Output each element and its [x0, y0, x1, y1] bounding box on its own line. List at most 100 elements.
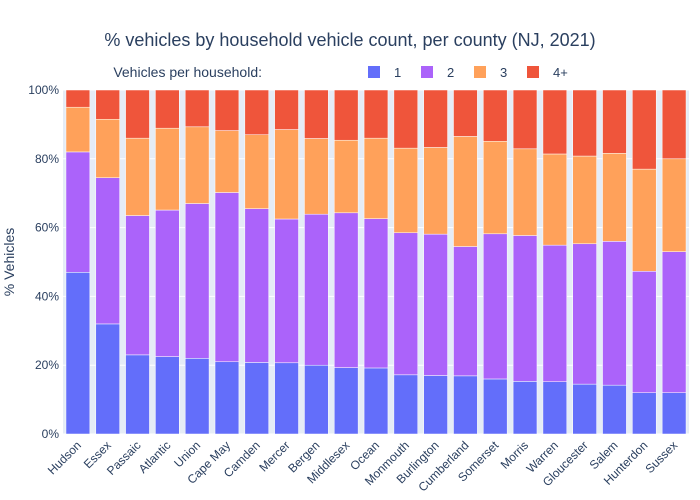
bar-segment [155, 356, 180, 435]
bar-segment [184, 89, 210, 128]
bar-segment [334, 139, 359, 214]
bar-segment [274, 89, 299, 130]
bar-segment [244, 89, 269, 135]
bar-segment [393, 232, 418, 376]
bar-segment [602, 384, 627, 435]
bar-segment [393, 147, 418, 234]
bar-segment [572, 383, 597, 435]
bar-segment [512, 381, 538, 435]
bar-segment [334, 367, 359, 435]
bar-segment [214, 192, 240, 363]
bar-segment [602, 153, 627, 242]
bar-segment [214, 361, 240, 435]
bar-segment [542, 381, 568, 435]
bar-segment [95, 323, 120, 435]
bar-segment [304, 213, 329, 366]
y-tick-label: 40% [35, 289, 59, 303]
bar-segment [244, 134, 269, 209]
chart-title: % vehicles by household vehicle count, p… [104, 30, 595, 50]
bar-segment [95, 89, 120, 120]
bar-segment [602, 241, 627, 386]
bar-segment [453, 246, 478, 377]
bar-segment [632, 168, 657, 272]
bar-segment [423, 147, 448, 235]
bar-segment [542, 244, 568, 382]
bar-segment [423, 233, 448, 376]
bar-segment [304, 89, 329, 139]
bar-segment [512, 235, 538, 382]
bar-segment [602, 89, 627, 154]
bar-segment [184, 126, 210, 204]
bar-segment [393, 374, 418, 435]
bar-segment [453, 89, 478, 137]
legend-swatch [527, 66, 539, 78]
bar-segment [572, 89, 597, 157]
bar-segment [453, 375, 478, 435]
bar-segment [512, 89, 538, 150]
legend-label: 4+ [553, 65, 568, 80]
bar-segment [483, 378, 508, 435]
bar-segment [661, 392, 687, 435]
legend-label: 1 [394, 65, 401, 80]
y-tick-label: 0% [42, 427, 60, 441]
x-tick-label: Passaic [104, 438, 144, 478]
y-axis-label: % Vehicles [1, 228, 17, 296]
y-tick-label: 20% [35, 358, 59, 372]
bar-segment [542, 153, 568, 246]
legend-title: Vehicles per household: [113, 64, 262, 80]
bar-segment [363, 89, 389, 139]
bar-segment [274, 362, 299, 435]
bar-segment [363, 137, 389, 219]
bar-segment [155, 209, 180, 357]
x-tick-label: Hudson [45, 438, 84, 477]
plot-area: 0%20%40%60%80%100%HudsonEssexPassaicAtla… [28, 83, 689, 494]
bar-segment [661, 89, 687, 160]
legend-label: 3 [500, 65, 507, 80]
bar-segment [393, 89, 418, 149]
bar-segment [65, 89, 91, 108]
bar-segment [274, 218, 299, 364]
bar-segment [65, 151, 91, 273]
bar-segment [274, 129, 299, 220]
bar-segment [155, 89, 180, 129]
bar-segment [65, 272, 91, 435]
bar-segment [572, 243, 597, 385]
bar-segment [125, 89, 150, 139]
bar-segment [423, 375, 448, 435]
bar-segment [125, 215, 150, 356]
legend-swatch [474, 66, 486, 78]
x-tick-label: Atlantic [136, 438, 174, 476]
bar-segment [214, 130, 240, 193]
bar-segment [184, 358, 210, 435]
bar-segment [334, 212, 359, 368]
bar-segment [65, 106, 91, 153]
bar-segment [304, 364, 329, 435]
bar-segment [483, 89, 508, 142]
bar-segment [423, 89, 448, 148]
y-tick-label: 80% [35, 152, 59, 166]
legend-swatch [421, 66, 433, 78]
bar-segment [661, 251, 687, 393]
y-tick-label: 100% [28, 83, 59, 97]
bar-segment [214, 89, 240, 131]
bar-segment [661, 158, 687, 252]
bar-segment [244, 362, 269, 435]
bar-segment [363, 218, 389, 369]
y-tick-label: 60% [35, 221, 59, 235]
legend-swatch [368, 66, 380, 78]
bar-segment [95, 177, 120, 325]
bar-segment [363, 367, 389, 435]
bar-segment [542, 89, 568, 155]
bar-segment [483, 141, 508, 235]
legend: Vehicles per household: 1 2 3 4+ [113, 64, 568, 80]
bar-segment [632, 392, 657, 435]
bar-segment [244, 208, 269, 363]
bar-segment [632, 89, 657, 170]
bar-segment [334, 89, 359, 141]
x-tick-label: Mercer [256, 438, 292, 474]
bar-segment [184, 203, 210, 359]
bar-segment [632, 271, 657, 393]
bar-segment [95, 118, 120, 178]
bar-segment [125, 137, 150, 216]
